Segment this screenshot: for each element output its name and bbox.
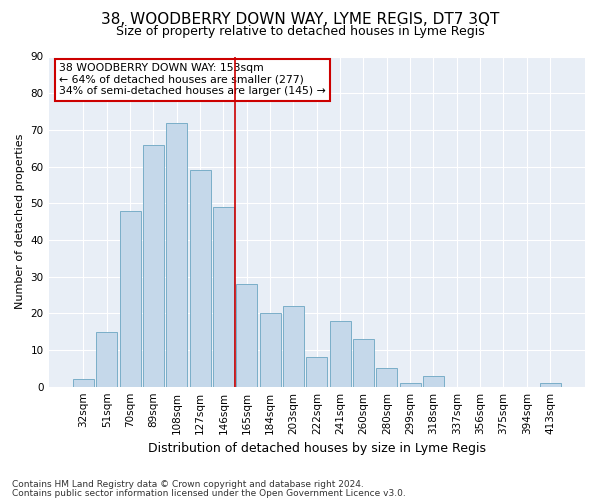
Bar [213, 207, 234, 386]
Text: Contains public sector information licensed under the Open Government Licence v3: Contains public sector information licen… [12, 490, 406, 498]
X-axis label: Distribution of detached houses by size in Lyme Regis: Distribution of detached houses by size … [148, 442, 486, 455]
Bar [329, 320, 350, 386]
Bar [306, 358, 327, 386]
Bar [166, 122, 187, 386]
Bar [119, 210, 140, 386]
Bar [376, 368, 397, 386]
Bar [96, 332, 117, 386]
Bar [400, 383, 421, 386]
Text: Size of property relative to detached houses in Lyme Regis: Size of property relative to detached ho… [116, 25, 484, 38]
Bar [236, 284, 257, 386]
Text: 38 WOODBERRY DOWN WAY: 153sqm
← 64% of detached houses are smaller (277)
34% of : 38 WOODBERRY DOWN WAY: 153sqm ← 64% of d… [59, 63, 326, 96]
Bar [260, 314, 281, 386]
Bar [353, 339, 374, 386]
Y-axis label: Number of detached properties: Number of detached properties [15, 134, 25, 310]
Bar [423, 376, 444, 386]
Bar [73, 380, 94, 386]
Bar [283, 306, 304, 386]
Bar [190, 170, 211, 386]
Text: Contains HM Land Registry data © Crown copyright and database right 2024.: Contains HM Land Registry data © Crown c… [12, 480, 364, 489]
Bar [539, 383, 560, 386]
Text: 38, WOODBERRY DOWN WAY, LYME REGIS, DT7 3QT: 38, WOODBERRY DOWN WAY, LYME REGIS, DT7 … [101, 12, 499, 28]
Bar [143, 144, 164, 386]
